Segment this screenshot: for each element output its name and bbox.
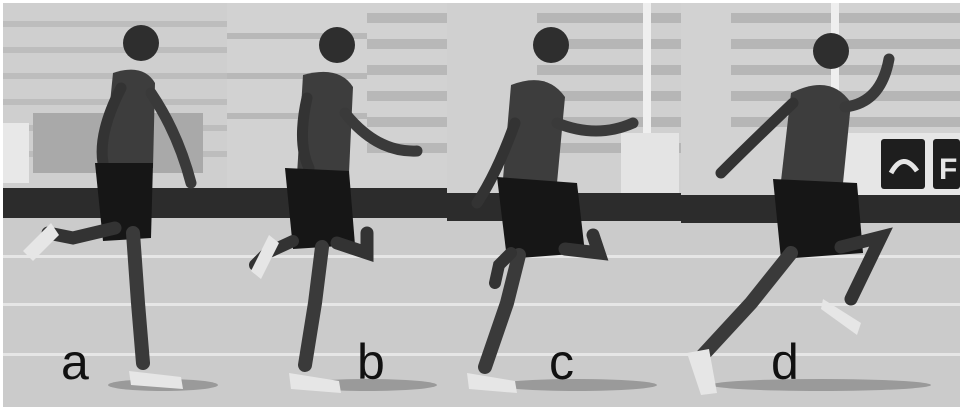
panel-b-label: b [357,334,385,390]
panel-c-photo [447,3,681,407]
panel-c: c [447,3,681,407]
panel-c-label: c [549,334,574,390]
runner-d [687,33,895,395]
panel-d-photo: F [681,3,960,407]
panel-b-photo [227,3,447,407]
sprint-sequence-figure: a [3,3,960,407]
panel-a-label: a [61,334,89,390]
runner-a [23,25,197,389]
panel-b: b [227,3,447,407]
sign-letter: F [939,153,957,186]
runner-c [467,27,639,393]
panel-a: a [3,3,227,407]
panel-a-photo [3,3,227,407]
panel-d-label: d [771,334,799,390]
runner-b [249,27,423,393]
panel-d: F d [681,3,960,407]
